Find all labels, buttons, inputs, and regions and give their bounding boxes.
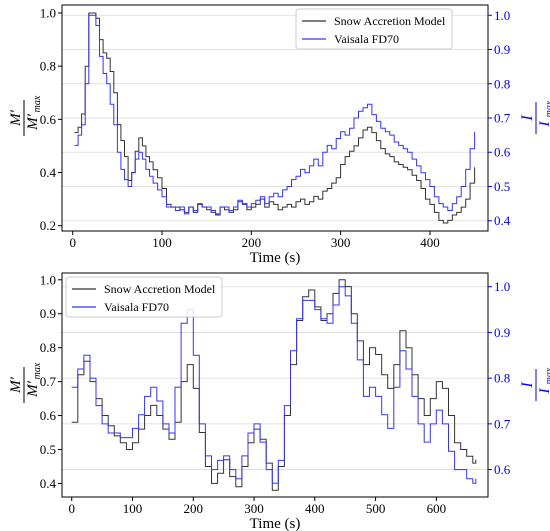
chart-1-left-y-axis-title-subscript: max <box>32 362 43 379</box>
chart-1-left-y-tick-label-4: 0.8 <box>40 340 56 355</box>
chart-0-right-y-axis-title-numerator: I <box>519 115 536 122</box>
chart-0-right-y-axis-title-subscript: max <box>544 100 550 117</box>
chart-0-right-y-tick-label-3: 0.7 <box>494 111 511 126</box>
top-chart-panel: 0 100 200 300 400 0.2 0.4 0.6 0.8 1.0 0.4 0.5 0.6 0.7… <box>8 4 550 266</box>
chart-1-left-y-tick-label-1: 0.5 <box>40 442 56 457</box>
chart-1-x-tick-label-4: 400 <box>305 501 325 516</box>
chart-1-left-y-axis-title: M′ M′max <box>8 362 43 403</box>
chart-0-left-y-axis-title: M′ M′max <box>8 95 43 136</box>
chart-0-x-axis-title: Time (s) <box>250 250 301 266</box>
chart-1-right-y-axis-title-numerator: I <box>519 382 536 389</box>
chart-0-left-y-tick-label-3: 0.8 <box>40 59 56 74</box>
chart-1-left-y-axis-title-denominator: M′ <box>25 380 41 397</box>
chart-0-right-y-tick-label-6: 1.0 <box>494 8 510 23</box>
chart-0-series-vaisala-fd70-line <box>74 14 476 215</box>
chart-0-legend-box <box>295 8 453 50</box>
chart-1-x-axis-title: Time (s) <box>250 516 301 531</box>
bottom-chart-panel: 0 100 200 300 400 500 600 0.4 0.5 0.6 0.7 0.8 0.9 1.0… <box>8 272 550 531</box>
chart-1-series-vaisala-fd70-line <box>71 286 477 484</box>
chart-1-right-y-tick-label-2: 0.8 <box>494 371 510 386</box>
chart-1-x-tick-label-1: 100 <box>123 501 143 516</box>
chart-1-right-y-tick-label-3: 0.9 <box>494 325 510 340</box>
chart-0-left-y-axis-title-subscript: max <box>32 95 43 112</box>
chart-1-right-y-axis-title-subscript: max <box>544 367 550 384</box>
chart-1-right-y-tick-label-4: 1.0 <box>494 279 510 294</box>
chart-0-x-tick-label-1: 100 <box>152 235 172 250</box>
chart-0-right-y-tick-label-0: 0.4 <box>494 213 511 228</box>
chart-1-legend: Snow Accretion Model Vaisala FD70 <box>65 276 223 318</box>
chart-0-right-y-tick-label-5: 0.9 <box>494 42 510 57</box>
chart-0-right-y-axis-title: IImax <box>519 100 550 134</box>
chart-0-left-y-tick-label-1: 0.4 <box>40 165 57 180</box>
chart-1-left-y-tick-label-5: 0.9 <box>40 306 56 321</box>
chart-0-right-y-tick-label-1: 0.5 <box>494 179 510 194</box>
chart-0-x-tick-label-3: 300 <box>331 235 351 250</box>
chart-1-left-y-tick-label-0: 0.4 <box>40 476 57 491</box>
chart-0-right-y-tick-label-2: 0.6 <box>494 145 511 160</box>
chart-0-left-y-tick-label-0: 0.2 <box>40 218 56 233</box>
chart-1-left-y-axis-title-numerator: M′ <box>8 376 24 393</box>
chart-0-legend: Snow Accretion Model Vaisala FD70 <box>295 8 453 50</box>
chart-1-right-y-tick-label-0: 0.6 <box>494 462 511 477</box>
chart-0-left-y-axis-title-denominator: M′ <box>25 113 41 130</box>
chart-0-right-y-tick-label-4: 0.8 <box>494 76 510 91</box>
chart-1-legend-label-snow-accretion-model: Snow Accretion Model <box>104 282 216 296</box>
chart-1-left-y-tick-label-6: 1.0 <box>40 272 56 287</box>
chart-1-legend-label-vaisala-fd70: Vaisala FD70 <box>104 300 169 314</box>
chart-0-right-y-axis-title-denominator: I <box>537 121 550 128</box>
chart-1-x-tick-label-2: 200 <box>184 501 204 516</box>
chart-1-right-y-axis-title: IImax <box>519 367 550 401</box>
chart-1-x-tick-label-5: 500 <box>366 501 386 516</box>
chart-0-x-tick-label-0: 0 <box>69 235 76 250</box>
chart-1-x-tick-label-0: 0 <box>68 501 75 516</box>
chart-1-series-snow-accretion-model-line <box>71 279 477 491</box>
chart-1-legend-box <box>65 276 223 318</box>
chart-1-plot-frame <box>61 272 489 498</box>
chart-0-legend-label-snow-accretion-model: Snow Accretion Model <box>334 14 446 28</box>
chart-0-left-y-tick-label-2: 0.6 <box>40 112 57 127</box>
chart-0-left-y-tick-label-4: 1.0 <box>40 5 56 20</box>
chart-0-left-y-axis-title-numerator: M′ <box>8 109 24 126</box>
chart-1-right-y-tick-label-1: 0.7 <box>494 416 511 431</box>
chart-1-left-y-tick-label-3: 0.7 <box>40 374 57 389</box>
chart-0-x-tick-label-2: 200 <box>242 235 262 250</box>
chart-1-x-tick-label-6: 600 <box>427 501 447 516</box>
chart-1-x-tick-label-3: 300 <box>244 501 264 516</box>
chart-1-left-y-tick-label-2: 0.6 <box>40 408 57 423</box>
chart-0-legend-label-vaisala-fd70: Vaisala FD70 <box>334 32 399 46</box>
chart-1-right-y-axis-title-denominator: I <box>537 388 550 395</box>
chart-0-x-tick-label-4: 400 <box>420 235 440 250</box>
